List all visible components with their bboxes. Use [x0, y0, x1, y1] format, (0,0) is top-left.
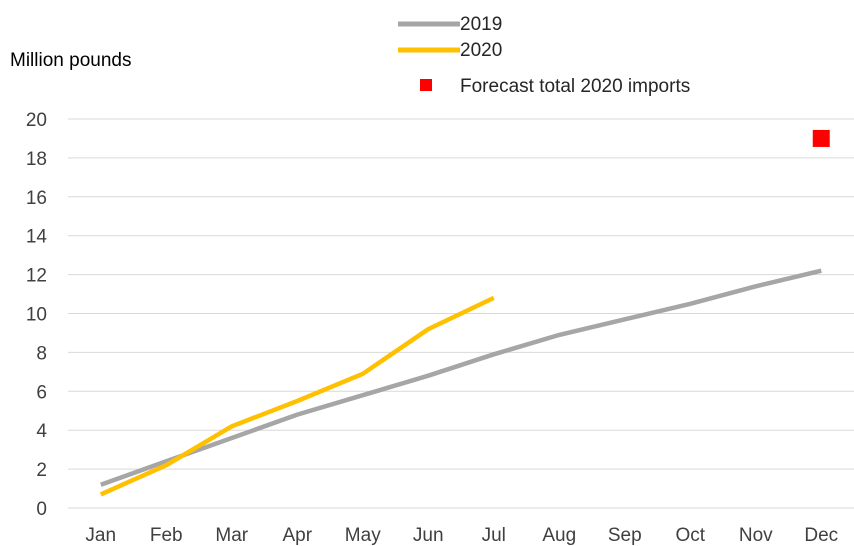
y-tick-label: 18 — [26, 149, 47, 170]
x-tick-label: Apr — [282, 525, 312, 546]
x-tick-label: Mar — [215, 525, 248, 546]
point-markers — [812, 129, 830, 147]
y-tick-label: 14 — [26, 227, 48, 248]
y-tick-label: 6 — [36, 382, 47, 403]
legend-label-forecast: Forecast total 2020 imports — [460, 76, 690, 97]
x-tick-label: Feb — [150, 525, 183, 546]
x-tick-label: Nov — [739, 525, 773, 546]
legend: 2019 2020 Forecast total 2020 imports — [398, 14, 690, 97]
y-axis-ticks: 0 2 4 6 8 10 12 14 16 18 20 — [26, 110, 48, 520]
x-tick-label: Jun — [413, 525, 444, 546]
legend-marker-forecast — [420, 79, 432, 91]
x-tick-label: May — [345, 525, 381, 546]
x-axis-ticks: Jan Feb Mar Apr May Jun Jul Aug Sep Oct Nov Dec — [85, 525, 838, 546]
y-tick-label: 12 — [26, 266, 47, 287]
x-tick-label: Sep — [608, 525, 642, 546]
y-tick-label: 2 — [36, 460, 47, 481]
y-tick-label: 4 — [36, 421, 47, 442]
legend-label-2020: 2020 — [460, 40, 502, 61]
y-tick-label: 0 — [36, 499, 47, 520]
x-tick-label: Dec — [804, 525, 838, 546]
y-axis-label: Million pounds — [10, 50, 131, 71]
forecast-marker — [812, 129, 830, 147]
y-tick-label: 20 — [26, 110, 47, 131]
legend-label-2019: 2019 — [460, 14, 502, 35]
x-tick-label: Oct — [675, 525, 705, 546]
y-tick-label: 16 — [26, 188, 47, 209]
y-tick-label: 8 — [36, 343, 47, 364]
x-tick-label: Aug — [542, 525, 576, 546]
y-tick-label: 10 — [26, 305, 47, 326]
series-line-2019 — [100, 268, 822, 487]
series-lines — [99, 268, 822, 497]
x-tick-label: Jan — [85, 525, 116, 546]
x-tick-label: Jul — [482, 525, 506, 546]
